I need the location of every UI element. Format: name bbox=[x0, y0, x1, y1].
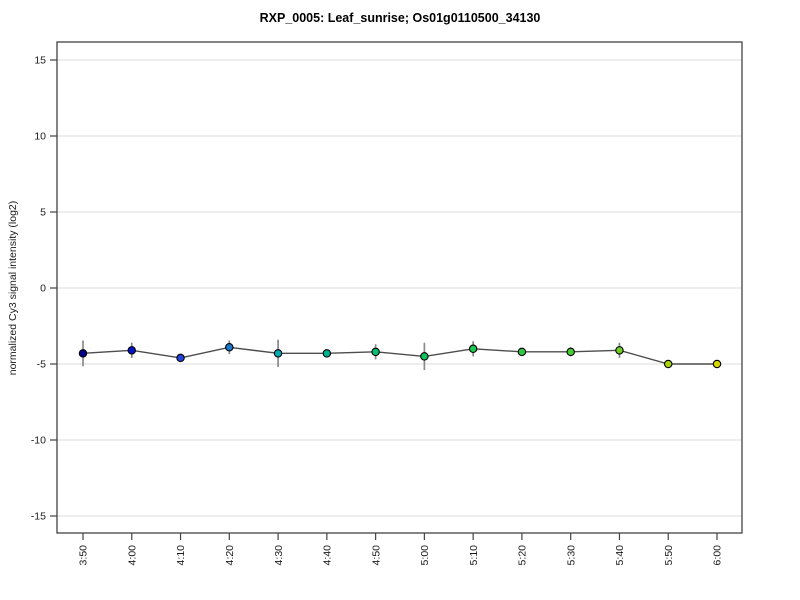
data-point bbox=[663, 359, 673, 369]
data-point bbox=[712, 359, 722, 369]
data-point bbox=[371, 347, 380, 357]
y-tick-label: -5 bbox=[37, 359, 46, 371]
data-point bbox=[322, 349, 332, 358]
y-tick-label: 5 bbox=[40, 207, 46, 219]
y-tick-label: -10 bbox=[31, 435, 46, 447]
gridlines-group bbox=[57, 59, 742, 517]
chart-title: RXP_0005: Leaf_sunrise; Os01g0110500_341… bbox=[260, 11, 541, 25]
x-tick-label: 5:10 bbox=[468, 545, 480, 566]
data-point bbox=[468, 344, 478, 354]
data-point bbox=[615, 346, 624, 355]
x-tick-label: 5:40 bbox=[614, 545, 626, 566]
data-point bbox=[78, 349, 88, 358]
x-tick-label: 4:40 bbox=[322, 545, 334, 566]
x-tick-label: 4:50 bbox=[370, 545, 382, 566]
y-tick-label: 10 bbox=[34, 131, 46, 143]
x-tick-label: 3:50 bbox=[78, 545, 90, 566]
data-point bbox=[420, 352, 429, 361]
y-axis-label: normalized Cy3 signal intensity (log2) bbox=[7, 201, 19, 376]
x-tick-label: 4:10 bbox=[175, 545, 187, 566]
x-tick-label: 5:00 bbox=[419, 545, 431, 566]
x-tick-label: 5:30 bbox=[565, 545, 577, 566]
y-tick-label: -15 bbox=[31, 511, 46, 523]
x-tick-label: 4:20 bbox=[224, 545, 236, 566]
x-tick-label: 5:20 bbox=[517, 545, 529, 566]
y-tick-label: 15 bbox=[34, 55, 46, 67]
x-tick-label: 4:00 bbox=[126, 545, 138, 566]
series-line bbox=[82, 346, 717, 365]
x-tick-label: 4:30 bbox=[273, 545, 285, 566]
x-tick-label: 5:50 bbox=[663, 545, 675, 566]
data-point bbox=[176, 353, 185, 363]
data-point bbox=[225, 343, 234, 352]
data-point bbox=[517, 347, 527, 357]
y-tick-label: 0 bbox=[40, 283, 46, 295]
data-point bbox=[273, 349, 283, 358]
axes-group: 15 10 5 0 -5 -10 -15 3:50 4:00 4:10 4:20 4:30 4:40 4:… bbox=[31, 55, 724, 566]
series-group bbox=[78, 339, 722, 371]
data-point bbox=[127, 346, 137, 355]
x-tick-label: 6:00 bbox=[712, 545, 724, 566]
data-point bbox=[566, 347, 575, 357]
